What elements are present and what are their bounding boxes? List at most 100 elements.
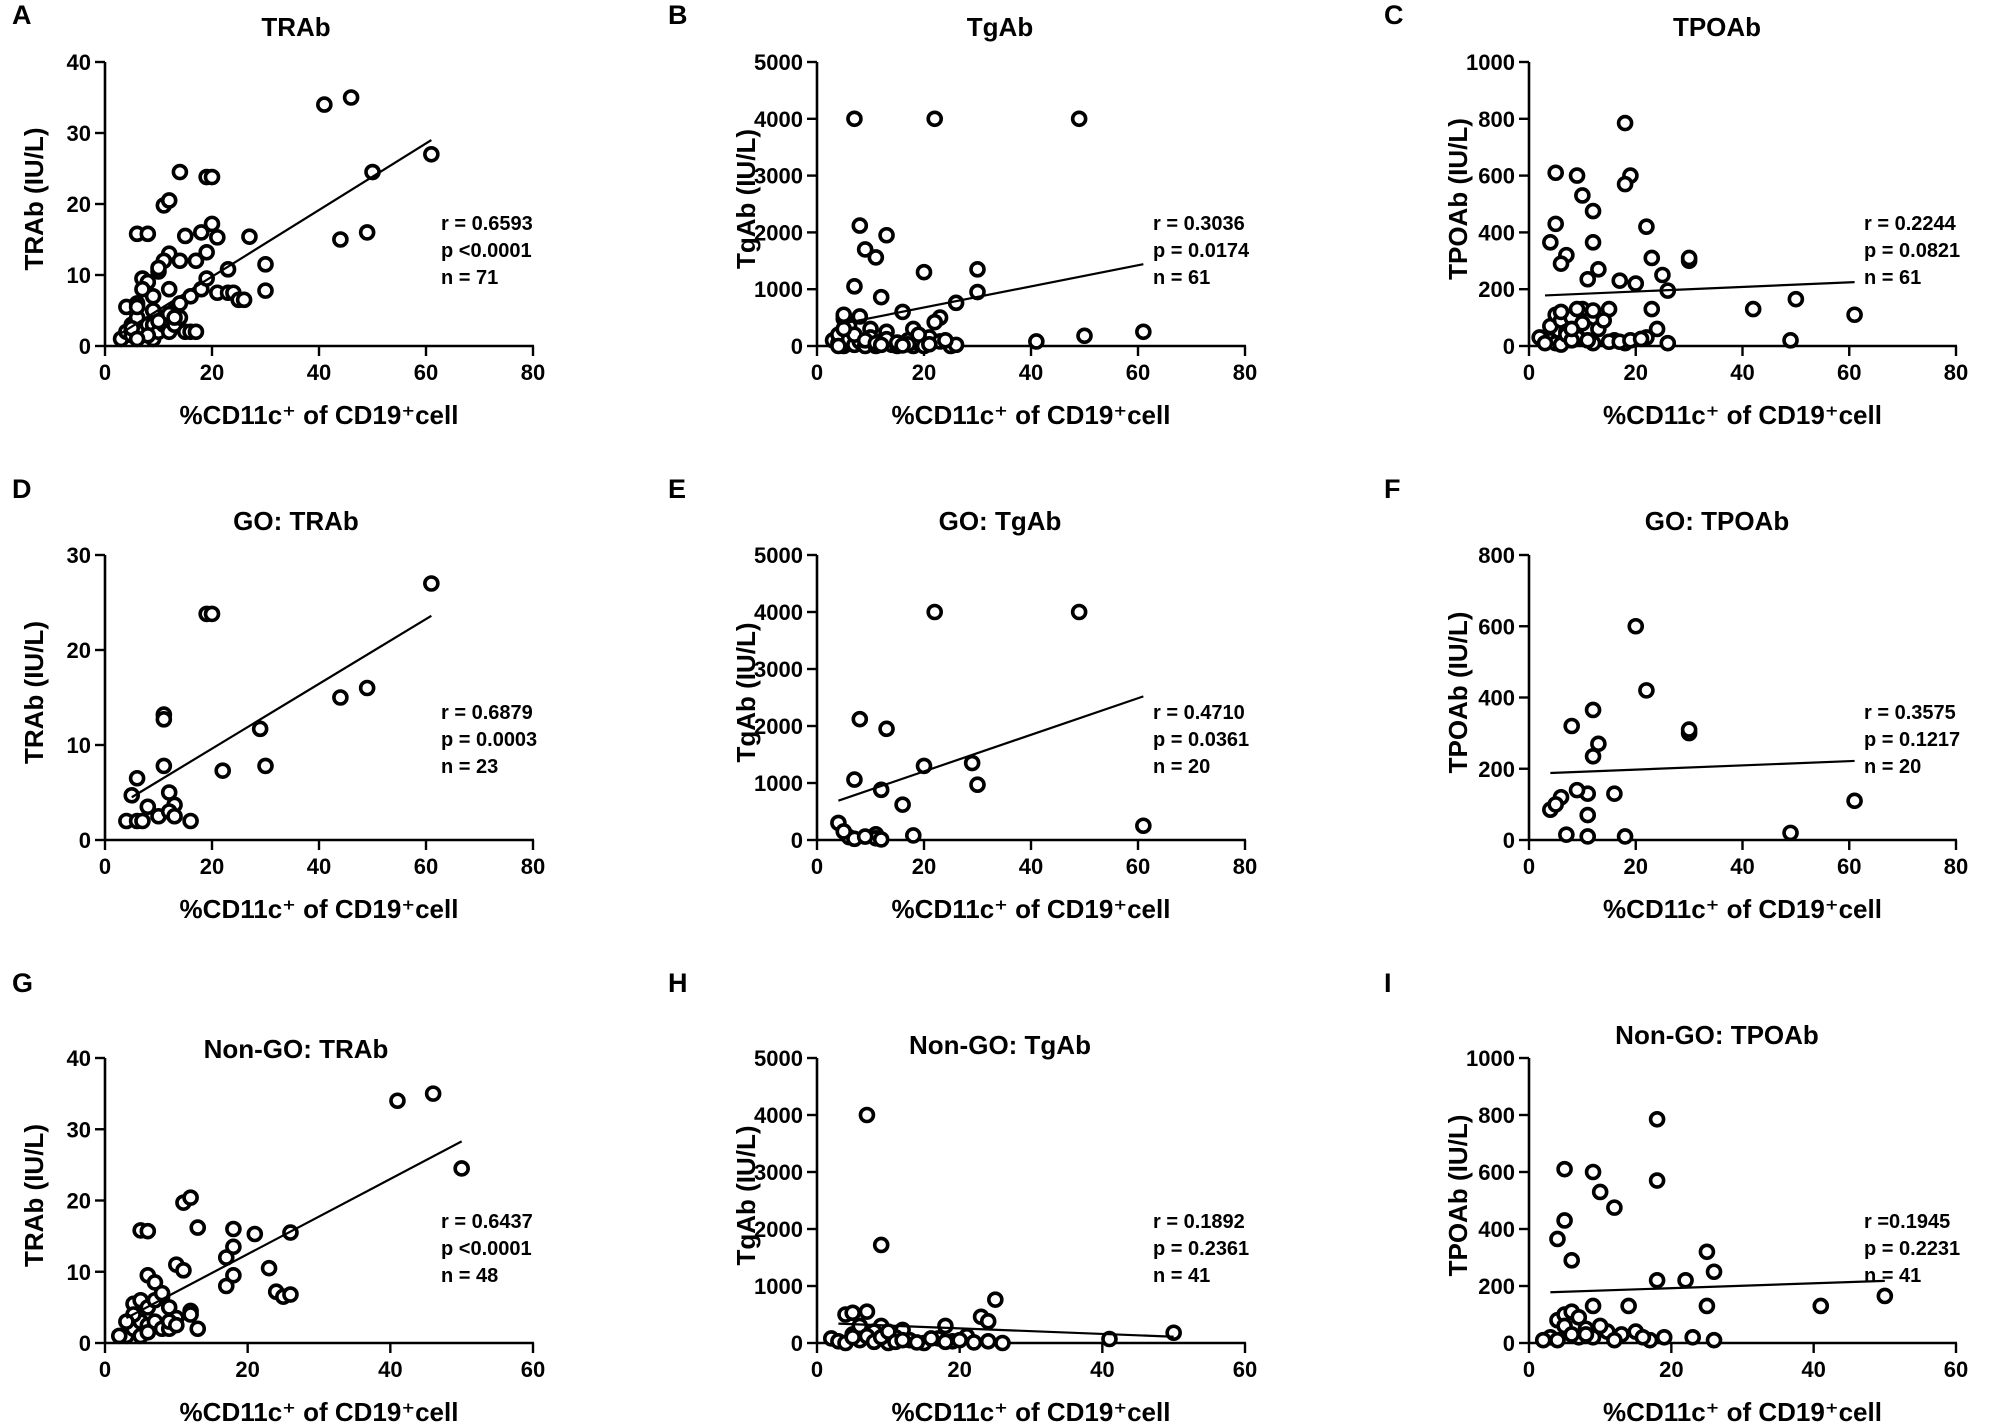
- stat-line: r = 0.3036: [1153, 213, 1245, 235]
- stat-line: r = 0.4710: [1153, 702, 1245, 724]
- data-point: [1616, 114, 1634, 132]
- panel-letter: A: [12, 0, 32, 30]
- x-tick-label: 20: [200, 360, 224, 385]
- y-tick-label: 400: [1478, 1217, 1515, 1242]
- x-tick-label: 0: [99, 1357, 111, 1382]
- y-tick-label: 200: [1478, 757, 1515, 782]
- data-point: [1782, 824, 1799, 842]
- data-point: [1549, 1331, 1566, 1349]
- data-point: [922, 1330, 940, 1347]
- data-point: [1611, 272, 1629, 289]
- x-tick-label: 60: [1837, 854, 1861, 879]
- stat-line: n = 41: [1153, 1265, 1210, 1287]
- data-point: [1101, 1330, 1118, 1348]
- data-point: [1577, 1326, 1595, 1343]
- panel-d: D GO: TRAb 0 10 20 30 0 20 40 60 80 %CD11c⁺ of CD19…: [12, 474, 545, 924]
- data-point: [358, 224, 376, 241]
- stat-line: p = 0.1217: [1864, 729, 1960, 751]
- data-point: [257, 757, 274, 775]
- data-point: [979, 1332, 997, 1350]
- data-point: [1070, 110, 1088, 128]
- data-point: [123, 787, 141, 804]
- stat-line: n = 23: [441, 756, 498, 778]
- data-point: [128, 330, 146, 348]
- y-tick-label: 40: [67, 1046, 91, 1071]
- y-tick-label: 800: [1478, 107, 1515, 132]
- data-point: [1552, 303, 1570, 321]
- regression-line: [838, 1322, 1174, 1338]
- data-point: [872, 831, 890, 848]
- data-point: [1584, 701, 1602, 719]
- x-tick-label: 80: [1944, 360, 1968, 385]
- data-point: [844, 1304, 861, 1322]
- y-tick-label: 0: [1503, 334, 1515, 359]
- y-tick-label: 3000: [754, 1160, 803, 1185]
- stat-line: p = 0.2361: [1153, 1238, 1249, 1260]
- y-tick-label: 0: [79, 828, 91, 853]
- stat-line: n = 71: [441, 267, 498, 289]
- chart-title: Non-GO: TPOAb: [1615, 1020, 1819, 1050]
- data-point: [182, 812, 199, 830]
- y-axis-label: TgAb (IU/L): [731, 129, 761, 269]
- data-point: [1846, 792, 1863, 810]
- panel-b: B TgAb 0 1000 2000 3000 4000 5000 0 20 40 60 80 %CD11…: [668, 0, 1257, 430]
- data-point: [1648, 1272, 1666, 1289]
- data-point: [1654, 266, 1671, 284]
- data-point: [1787, 290, 1805, 308]
- data-point: [182, 1189, 199, 1206]
- data-point: [1076, 327, 1093, 345]
- x-tick-label: 60: [414, 854, 438, 879]
- data-point: [937, 332, 954, 349]
- y-axis-label: TRAb (IU/L): [19, 1124, 49, 1267]
- data-point: [1579, 806, 1597, 824]
- data-point: [926, 313, 944, 331]
- data-point: [1584, 1297, 1602, 1315]
- data-point: [389, 1092, 406, 1110]
- data-point: [423, 575, 440, 592]
- data-point: [187, 252, 205, 270]
- data-point: [1534, 1331, 1552, 1349]
- data-point: [846, 110, 863, 128]
- data-point: [963, 754, 981, 772]
- data-point: [846, 278, 863, 295]
- regression-line: [838, 695, 1144, 802]
- data-point: [128, 298, 146, 316]
- data-point: [251, 720, 269, 738]
- x-tick-label: 60: [1233, 1357, 1257, 1382]
- x-tick-label: 60: [1126, 854, 1150, 879]
- panel-h: H Non-GO: TgAb 0 1000 2000 3000 4000 5000 0 20 40 6…: [668, 968, 1257, 1422]
- data-point: [894, 1331, 911, 1349]
- data-point: [1876, 1287, 1894, 1305]
- data-point: [139, 1324, 157, 1341]
- data-point: [171, 252, 189, 270]
- chart-title: Non-GO: TRAb: [204, 1034, 389, 1064]
- data-point: [1680, 721, 1698, 738]
- x-axis-label: %CD11c⁺ of CD19⁺cell: [892, 894, 1171, 924]
- y-axis-label: TPOAb (IU/L): [1443, 612, 1473, 774]
- x-tick-label: 40: [307, 360, 331, 385]
- x-tick-label: 40: [1019, 854, 1043, 879]
- data-point: [1584, 234, 1602, 251]
- x-axis-label: %CD11c⁺ of CD19⁺cell: [892, 1397, 1171, 1422]
- data-point: [872, 288, 890, 306]
- data-point: [1680, 249, 1698, 267]
- data-point: [182, 1306, 199, 1323]
- regression-line: [1550, 1279, 1885, 1294]
- data-point: [856, 241, 874, 258]
- data-point: [193, 224, 210, 241]
- data-point: [203, 168, 221, 186]
- data-point: [155, 711, 173, 728]
- data-point: [187, 323, 205, 341]
- y-tick-label: 600: [1478, 164, 1515, 189]
- x-tick-label: 0: [811, 360, 823, 385]
- data-point: [1542, 234, 1559, 251]
- data-point: [139, 225, 157, 243]
- y-axis-label: TPOAb (IU/L): [1443, 1115, 1473, 1277]
- x-tick-label: 0: [1523, 360, 1535, 385]
- y-axis-label: TRAb (IU/L): [19, 128, 49, 271]
- data-point: [1558, 826, 1575, 843]
- data-point: [235, 291, 253, 309]
- data-point: [921, 335, 938, 353]
- data-point: [1584, 302, 1602, 319]
- data-point: [1643, 249, 1661, 267]
